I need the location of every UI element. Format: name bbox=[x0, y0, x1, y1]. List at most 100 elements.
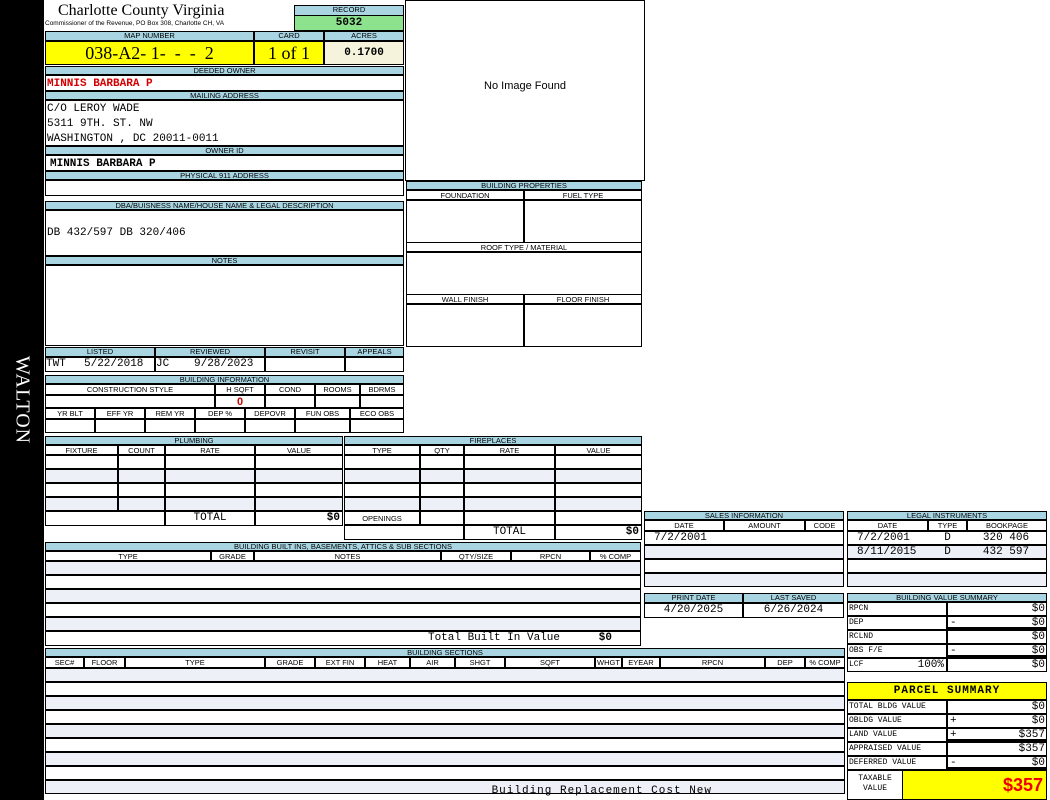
plumbing-total-cell[interactable] bbox=[255, 511, 343, 526]
fireplaces-cell[interactable] bbox=[344, 455, 420, 469]
bldg-info2-cell[interactable] bbox=[145, 419, 195, 433]
plumbing-cell[interactable] bbox=[165, 483, 255, 497]
plumbing-cell[interactable] bbox=[118, 497, 165, 511]
plumbing-cell[interactable] bbox=[45, 469, 118, 483]
fireplaces-cell[interactable] bbox=[344, 469, 420, 483]
bldg-info2-cell[interactable] bbox=[195, 419, 245, 433]
bldg-info-cell[interactable] bbox=[315, 395, 360, 408]
sections-row[interactable] bbox=[45, 780, 845, 794]
sales-row[interactable] bbox=[644, 545, 844, 559]
bldg-info2-header-6: ECO OBS bbox=[350, 408, 404, 419]
fireplaces-cell[interactable] bbox=[420, 497, 464, 511]
fireplaces-cell[interactable] bbox=[464, 483, 555, 497]
physical-address-field[interactable] bbox=[45, 180, 404, 196]
fireplaces-cell[interactable] bbox=[464, 511, 555, 525]
sections-row[interactable] bbox=[45, 752, 845, 766]
sales-row[interactable] bbox=[644, 559, 844, 573]
sales-header-0: DATE bbox=[644, 520, 724, 531]
bldg-info-cell[interactable] bbox=[215, 395, 265, 408]
legal-description-box[interactable] bbox=[45, 210, 404, 256]
fireplaces-cell[interactable] bbox=[420, 483, 464, 497]
listed-date: 5/22/2018 bbox=[84, 358, 144, 370]
bldg-info2-cell[interactable] bbox=[45, 419, 95, 433]
fireplace-total-label-cell[interactable] bbox=[464, 525, 555, 540]
fireplaces-cell[interactable] bbox=[555, 497, 642, 511]
bvs-value: $0 bbox=[1031, 631, 1045, 643]
sections-row[interactable] bbox=[45, 738, 845, 752]
fireplaces-cell[interactable] bbox=[464, 455, 555, 469]
built-ins-row[interactable] bbox=[45, 561, 641, 575]
mailing-address-box[interactable] bbox=[45, 100, 404, 146]
plumbing-cell[interactable] bbox=[165, 497, 255, 511]
instrument-row[interactable] bbox=[847, 573, 1047, 587]
instrument-row[interactable] bbox=[847, 531, 1047, 545]
plumbing-cell[interactable] bbox=[45, 483, 118, 497]
floor-finish-field[interactable] bbox=[524, 304, 642, 347]
fireplaces-cell[interactable] bbox=[344, 497, 420, 511]
instrument-row[interactable] bbox=[847, 545, 1047, 559]
built-ins-row[interactable] bbox=[45, 603, 641, 617]
roof-type-field[interactable] bbox=[406, 252, 642, 295]
sales-row[interactable] bbox=[644, 531, 844, 545]
wall-finish-field[interactable] bbox=[406, 304, 524, 347]
built-ins-row[interactable] bbox=[45, 617, 641, 631]
appeals-field[interactable] bbox=[345, 357, 404, 372]
fireplaces-cell[interactable] bbox=[420, 455, 464, 469]
sections-row[interactable] bbox=[45, 766, 845, 780]
listed-field[interactable] bbox=[45, 357, 155, 372]
sections-row[interactable] bbox=[45, 668, 845, 682]
fireplaces-cell[interactable] bbox=[420, 469, 464, 483]
bldg-info2-cell[interactable] bbox=[295, 419, 350, 433]
county-title: Charlotte County Virginia bbox=[58, 2, 225, 19]
bldg-info-cell[interactable] bbox=[360, 395, 404, 408]
plumbing-cell[interactable] bbox=[165, 469, 255, 483]
plumbing-cell[interactable] bbox=[255, 483, 343, 497]
bldg-info2-cell[interactable] bbox=[350, 419, 404, 433]
bldg-info-cell[interactable] bbox=[265, 395, 315, 408]
built-ins-total-row[interactable] bbox=[45, 631, 641, 646]
bldg-info2-cell[interactable] bbox=[245, 419, 295, 433]
built-ins-row[interactable] bbox=[45, 589, 641, 603]
fireplaces-cell[interactable] bbox=[555, 469, 642, 483]
fireplaces-cell[interactable] bbox=[344, 483, 420, 497]
fireplaces-cell[interactable] bbox=[555, 483, 642, 497]
built-ins-row[interactable] bbox=[45, 575, 641, 589]
bldg-info-cell[interactable] bbox=[45, 395, 215, 408]
plumbing-cell[interactable] bbox=[255, 469, 343, 483]
fuel-type-field[interactable] bbox=[524, 200, 642, 243]
plumbing-cell[interactable] bbox=[118, 483, 165, 497]
fireplaces-cell[interactable] bbox=[344, 511, 420, 525]
sections-row[interactable] bbox=[45, 696, 845, 710]
plumbing-total-label-cell[interactable] bbox=[165, 511, 255, 526]
foundation-field[interactable] bbox=[406, 200, 524, 243]
plumbing-cell[interactable] bbox=[45, 455, 118, 469]
bldg-info-header-2: COND bbox=[265, 384, 315, 395]
plumbing-cell[interactable] bbox=[255, 497, 343, 511]
instrument-row[interactable] bbox=[847, 559, 1047, 573]
sections-header-8: SQFT bbox=[505, 657, 595, 668]
sales-header-2: CODE bbox=[805, 520, 844, 531]
plumbing-cell[interactable] bbox=[165, 455, 255, 469]
plumbing-cell[interactable] bbox=[118, 455, 165, 469]
reviewed-field[interactable] bbox=[155, 357, 265, 372]
plumbing-cell[interactable] bbox=[45, 497, 118, 511]
fireplaces-cell[interactable] bbox=[555, 455, 642, 469]
property-image[interactable] bbox=[405, 0, 645, 181]
bldg-info2-cell[interactable] bbox=[95, 419, 145, 433]
sections-row[interactable] bbox=[45, 710, 845, 724]
sales-row[interactable] bbox=[644, 573, 844, 587]
sections-row[interactable] bbox=[45, 682, 845, 696]
revisit-field[interactable] bbox=[265, 357, 345, 372]
fireplace-total-blank[interactable] bbox=[344, 525, 464, 540]
plumbing-cell[interactable] bbox=[255, 455, 343, 469]
plumbing-cell[interactable] bbox=[118, 469, 165, 483]
fireplaces-cell[interactable] bbox=[420, 511, 464, 525]
fireplaces-cell[interactable] bbox=[555, 511, 642, 525]
plumbing-total-blank[interactable] bbox=[45, 511, 165, 526]
notes-field[interactable] bbox=[45, 265, 404, 346]
fireplaces-cell[interactable] bbox=[464, 469, 555, 483]
sections-row[interactable] bbox=[45, 724, 845, 738]
fireplace-total-cell[interactable] bbox=[555, 525, 642, 540]
parcel-value: $357 bbox=[1018, 743, 1045, 755]
fireplaces-cell[interactable] bbox=[464, 497, 555, 511]
